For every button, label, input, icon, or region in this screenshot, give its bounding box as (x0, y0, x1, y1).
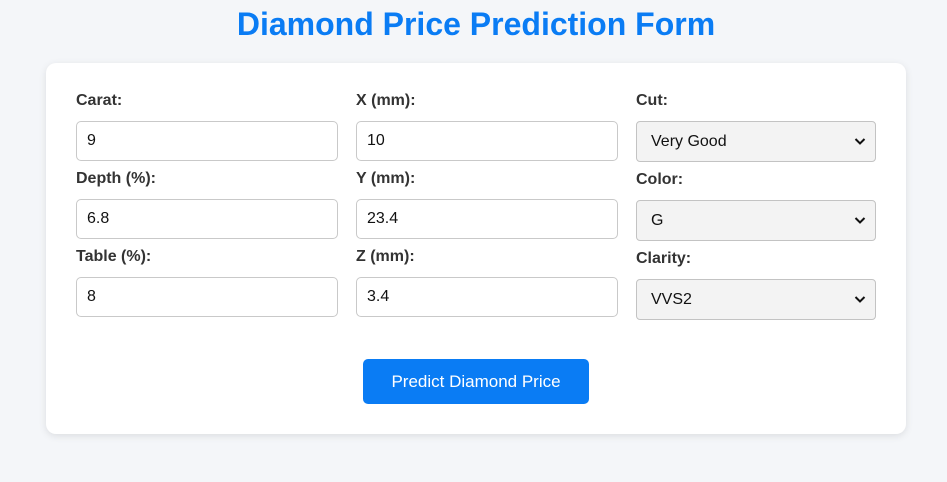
cut-group: Cut: Very Good (636, 92, 876, 162)
x-group: X (mm): (356, 92, 618, 161)
carat-input[interactable] (76, 121, 338, 161)
color-group: Color: G (636, 171, 876, 241)
z-label: Z (mm): (356, 248, 415, 265)
y-input[interactable] (356, 199, 618, 239)
clarity-value: VVS2 (651, 291, 692, 308)
carat-label: Carat: (76, 92, 123, 109)
clarity-label: Clarity: (636, 250, 692, 267)
color-label: Color: (636, 171, 684, 188)
table-label: Table (%): (76, 248, 152, 265)
color-select[interactable]: G (636, 200, 876, 241)
y-group: Y (mm): (356, 170, 618, 239)
table-group: Table (%): (76, 248, 338, 317)
page-title: Diamond Price Prediction Form (236, 6, 716, 42)
chevron-down-icon (854, 217, 866, 224)
depth-group: Depth (%): (76, 170, 338, 239)
x-input[interactable] (356, 121, 618, 161)
x-label: X (mm): (356, 92, 416, 109)
cut-label: Cut: (636, 92, 668, 109)
cut-select[interactable]: Very Good (636, 121, 876, 162)
chevron-down-icon (854, 138, 866, 145)
depth-input[interactable] (76, 199, 338, 239)
cut-value: Very Good (651, 133, 727, 150)
depth-label: Depth (%): (76, 170, 156, 187)
z-input[interactable] (356, 277, 618, 317)
color-value: G (651, 212, 664, 229)
y-label: Y (mm): (356, 170, 416, 187)
predict-button[interactable]: Predict Diamond Price (363, 359, 589, 404)
z-group: Z (mm): (356, 248, 618, 317)
clarity-group: Clarity: VVS2 (636, 250, 876, 320)
clarity-select[interactable]: VVS2 (636, 279, 876, 320)
prediction-form: Carat: Depth (%): Table (%): X (mm): Y (… (46, 63, 906, 434)
chevron-down-icon (854, 296, 866, 303)
table-input[interactable] (76, 277, 338, 317)
carat-group: Carat: (76, 92, 338, 161)
